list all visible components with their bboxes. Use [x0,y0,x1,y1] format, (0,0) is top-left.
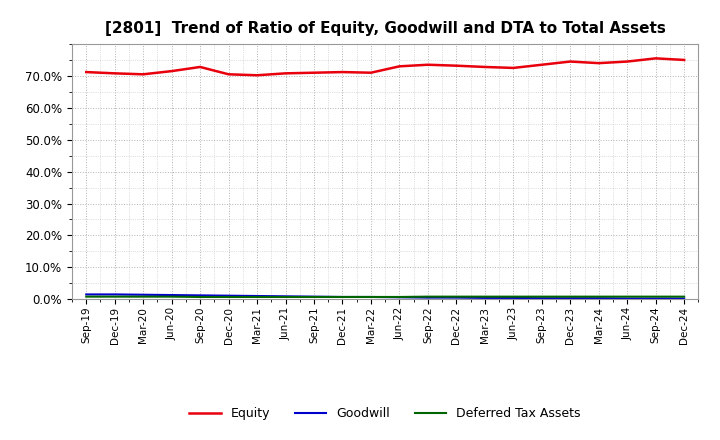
Deferred Tax Assets [509,294,518,299]
Equity [480,64,489,70]
Goodwill [652,296,660,301]
Goodwill [139,292,148,297]
Deferred Tax Assets [395,294,404,300]
Goodwill [167,293,176,298]
Goodwill [310,294,318,299]
Equity [82,70,91,75]
Equity [253,73,261,78]
Goodwill [680,296,688,301]
Goodwill [110,292,119,297]
Deferred Tax Assets [652,294,660,299]
Deferred Tax Assets [253,294,261,300]
Deferred Tax Assets [310,294,318,300]
Goodwill [395,295,404,300]
Deferred Tax Assets [623,294,631,299]
Deferred Tax Assets [139,294,148,299]
Equity [537,62,546,67]
Goodwill [82,292,91,297]
Deferred Tax Assets [82,294,91,299]
Goodwill [423,295,432,300]
Equity [509,65,518,70]
Equity [225,72,233,77]
Deferred Tax Assets [110,294,119,299]
Deferred Tax Assets [282,294,290,300]
Goodwill [595,296,603,301]
Equity [167,69,176,74]
Goodwill [366,294,375,300]
Goodwill [196,293,204,298]
Equity [566,59,575,64]
Line: Goodwill: Goodwill [86,294,684,299]
Equity [282,71,290,76]
Line: Equity: Equity [86,59,684,75]
Equity [652,56,660,61]
Goodwill [509,295,518,301]
Deferred Tax Assets [423,294,432,299]
Equity [196,64,204,70]
Title: [2801]  Trend of Ratio of Equity, Goodwill and DTA to Total Assets: [2801] Trend of Ratio of Equity, Goodwil… [105,21,665,36]
Equity [452,63,461,68]
Goodwill [537,296,546,301]
Equity [110,71,119,76]
Legend: Equity, Goodwill, Deferred Tax Assets: Equity, Goodwill, Deferred Tax Assets [184,403,586,425]
Deferred Tax Assets [167,294,176,299]
Deferred Tax Assets [452,294,461,299]
Deferred Tax Assets [537,294,546,299]
Deferred Tax Assets [338,294,347,300]
Equity [595,60,603,66]
Goodwill [282,293,290,299]
Equity [338,70,347,75]
Equity [395,64,404,69]
Equity [423,62,432,67]
Goodwill [253,293,261,299]
Deferred Tax Assets [366,294,375,300]
Deferred Tax Assets [566,294,575,299]
Goodwill [566,296,575,301]
Goodwill [225,293,233,298]
Deferred Tax Assets [480,294,489,299]
Equity [680,57,688,62]
Equity [366,70,375,75]
Equity [310,70,318,75]
Deferred Tax Assets [680,294,688,299]
Goodwill [623,296,631,301]
Equity [623,59,631,64]
Deferred Tax Assets [225,294,233,300]
Deferred Tax Assets [196,294,204,300]
Deferred Tax Assets [595,294,603,299]
Goodwill [480,295,489,301]
Goodwill [338,294,347,300]
Goodwill [452,295,461,300]
Equity [139,72,148,77]
